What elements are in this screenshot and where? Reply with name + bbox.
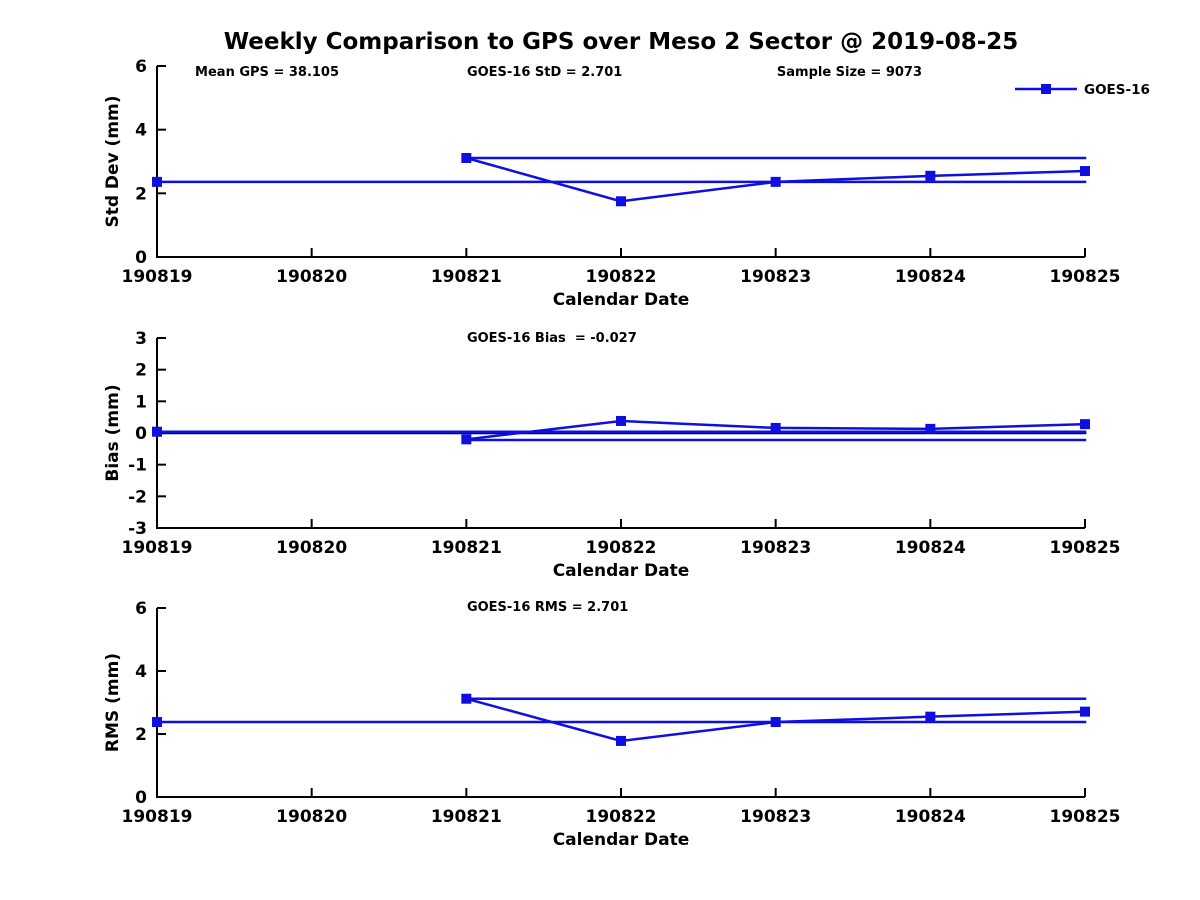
- y-tick-label: 3: [135, 329, 147, 349]
- x-tick-label: 190821: [431, 267, 502, 287]
- x-tick-label: 190823: [740, 538, 811, 558]
- y-tick-label: -1: [128, 456, 147, 476]
- series-marker-icon: [925, 170, 936, 181]
- x-tick-label: 190820: [276, 807, 347, 827]
- y-axis-label: Std Dev (mm): [103, 95, 123, 227]
- annotation-text: GOES-16 StD = 2.701: [467, 65, 622, 80]
- y-tick-label: 1: [135, 392, 147, 412]
- y-tick-label: 0: [135, 424, 147, 444]
- x-tick-label: 190825: [1050, 807, 1121, 827]
- x-tick-label: 190822: [586, 807, 657, 827]
- x-tick-label: 190820: [276, 267, 347, 287]
- series-marker-icon: [461, 434, 472, 445]
- y-tick-label: 6: [135, 599, 147, 619]
- y-tick-label: 2: [135, 361, 147, 381]
- series-marker-icon: [152, 426, 162, 437]
- x-tick-label: 190819: [122, 807, 193, 827]
- y-tick-label: 4: [135, 121, 147, 141]
- x-tick-label: 190824: [895, 807, 966, 827]
- x-axis-label: Calendar Date: [553, 830, 690, 850]
- series-marker-icon: [1080, 419, 1090, 430]
- x-tick-label: 190819: [122, 267, 193, 287]
- x-tick-label: 190822: [586, 538, 657, 558]
- annotation-text: Mean GPS = 38.105: [195, 65, 339, 80]
- x-tick-label: 190823: [740, 807, 811, 827]
- series-marker-icon: [152, 717, 162, 728]
- series-marker-icon: [461, 152, 472, 163]
- x-tick-label: 190823: [740, 267, 811, 287]
- series-marker-icon: [925, 711, 936, 722]
- y-tick-label: 2: [135, 725, 147, 745]
- x-tick-label: 190825: [1050, 538, 1121, 558]
- series-marker-icon: [770, 717, 781, 728]
- x-tick-label: 190820: [276, 538, 347, 558]
- series-marker-icon: [461, 693, 472, 704]
- y-tick-label: 4: [135, 662, 147, 682]
- series-marker-icon: [1080, 706, 1090, 717]
- x-tick-label: 190825: [1050, 267, 1121, 287]
- legend-marker-icon: [1041, 84, 1051, 94]
- x-tick-label: 190824: [895, 267, 966, 287]
- x-tick-label: 190819: [122, 538, 193, 558]
- x-tick-label: 190821: [431, 538, 502, 558]
- annotation-text: GOES-16 Bias = -0.027: [467, 331, 637, 346]
- x-tick-label: 190822: [586, 267, 657, 287]
- series-marker-icon: [616, 735, 626, 746]
- y-tick-label: -2: [128, 487, 147, 507]
- y-tick-label: 0: [135, 248, 147, 268]
- y-tick-label: -3: [128, 519, 147, 539]
- x-tick-label: 190824: [895, 538, 966, 558]
- y-axis-label: Bias (mm): [103, 384, 123, 481]
- series-marker-icon: [770, 422, 781, 433]
- y-tick-label: 2: [135, 184, 147, 204]
- series-marker-icon: [616, 196, 626, 207]
- x-tick-label: 190821: [431, 807, 502, 827]
- annotation-text: Sample Size = 9073: [777, 65, 922, 80]
- x-axis-label: Calendar Date: [553, 290, 690, 310]
- x-axis-label: Calendar Date: [553, 561, 690, 581]
- series-marker-icon: [925, 423, 936, 434]
- y-tick-label: 0: [135, 788, 147, 808]
- series-marker-icon: [1080, 166, 1090, 177]
- series-marker-icon: [770, 176, 781, 187]
- annotation-text: GOES-16 RMS = 2.701: [467, 600, 628, 615]
- chart-title: Weekly Comparison to GPS over Meso 2 Sec…: [223, 29, 1019, 55]
- series-marker-icon: [616, 415, 626, 426]
- y-tick-label: 6: [135, 57, 147, 77]
- y-axis-label: RMS (mm): [103, 653, 123, 752]
- series-marker-icon: [152, 176, 162, 187]
- legend-label: GOES-16: [1084, 82, 1150, 98]
